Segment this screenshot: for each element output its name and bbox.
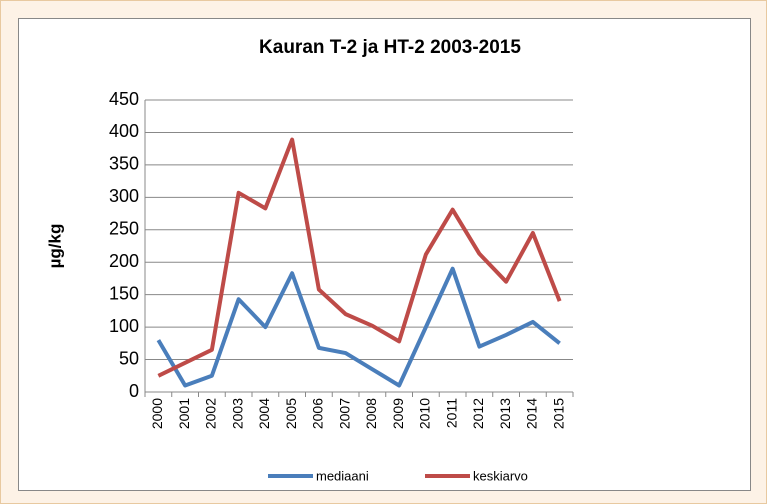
y-tick-label: 250 (109, 219, 139, 239)
y-tick-label: 50 (119, 348, 139, 368)
legend-label: keskiarvo (473, 468, 528, 483)
line-series (156, 266, 561, 388)
y-axis-label: µg/kg (45, 224, 64, 269)
x-tick-label: 2002 (203, 398, 219, 429)
x-tick-label: 2006 (310, 398, 326, 429)
x-tick-label: 2003 (229, 398, 245, 429)
x-tick-label: 2000 (149, 398, 165, 429)
x-tick-label: 2005 (283, 398, 299, 429)
y-tick-label: 200 (109, 251, 139, 271)
y-tick-label: 100 (109, 316, 139, 336)
chart-area (18, 18, 751, 491)
x-tick-label: 2008 (363, 398, 379, 429)
y-tick-label: 400 (109, 121, 139, 141)
y-tick-label: 150 (109, 283, 139, 303)
y-tick-label: 450 (109, 89, 139, 109)
x-tick-label: 2015 (550, 398, 566, 429)
y-tick-label: 300 (109, 186, 139, 206)
x-tick-label: 2014 (524, 398, 540, 429)
x-tick-label: 2004 (256, 398, 272, 429)
x-tick-label: 2001 (176, 398, 192, 429)
y-tick-label: 0 (129, 381, 139, 401)
x-tick-label: 2013 (497, 398, 513, 429)
x-tick-label: 2012 (470, 398, 486, 429)
x-tick-label: 2011 (443, 398, 459, 428)
x-tick-label: 2009 (390, 398, 406, 429)
y-tick-label: 350 (109, 154, 139, 174)
x-tick-label: 2007 (336, 398, 352, 429)
chart-title: Kauran T-2 ja HT-2 2003-2015 (259, 37, 521, 58)
legend-label: mediaani (316, 468, 369, 483)
line-series (157, 137, 562, 378)
x-tick-label: 2010 (417, 398, 433, 429)
